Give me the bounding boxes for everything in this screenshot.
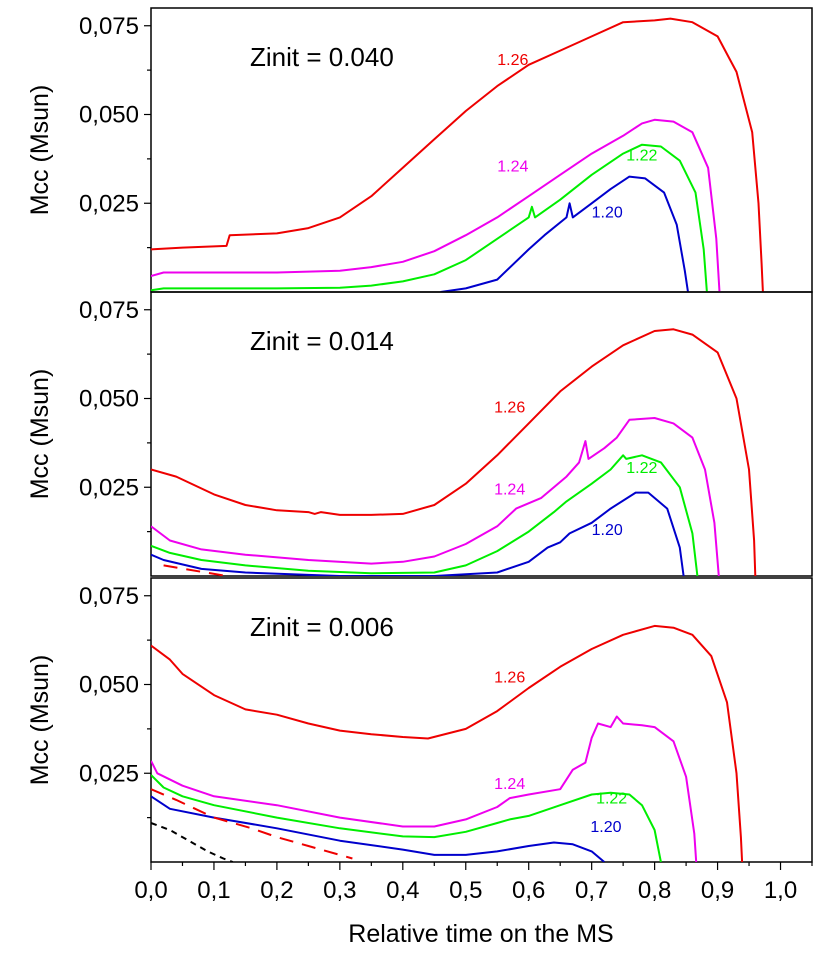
- y-tick-label: 0,050: [79, 102, 139, 129]
- mass-label-1-22: 1.22: [626, 460, 657, 477]
- x-axis: 0,0 0,1 0,2 0,3 0,4 0,5 0,6 0,7 0,8 0,9 1,0: [134, 862, 813, 904]
- x-tick-label: 0,3: [323, 877, 356, 904]
- panel-title: Zinit = 0.040: [250, 42, 394, 72]
- mass-label-1-20: 1.20: [592, 204, 623, 221]
- series-line-1-20: [440, 175, 689, 292]
- x-tick-label: 0,8: [638, 877, 671, 904]
- x-axis-label: Relative time on the MS: [348, 920, 613, 948]
- series-line-1-24: [151, 417, 720, 576]
- x-tick-label: 0,0: [134, 877, 167, 904]
- series-line-1-20: [151, 491, 685, 576]
- panel-frame: [150, 291, 813, 577]
- mass-label-1-26: 1.26: [494, 400, 525, 417]
- series-line-1-26: [151, 328, 757, 576]
- mass-label-1-24: 1.24: [497, 158, 528, 175]
- x-tick-label: 0,4: [386, 877, 419, 904]
- panels-layer: 0,025 0,050 0,075 Mcc (Msun) 1.26 1.24 1.22 1.2…: [26, 7, 813, 863]
- series-line-1-26: [151, 17, 764, 292]
- y-tick-label: 0,050: [79, 672, 139, 699]
- y-tick-label: 0,075: [79, 583, 139, 610]
- y-tick-label: 0,075: [79, 13, 139, 40]
- panel-3: 0,025 0,050 0,075 Mcc (Msun) 1.26 1.24 1.22 1.2…: [26, 577, 813, 863]
- y-tick-label: 0,075: [79, 297, 139, 324]
- x-tick-label: 0,6: [512, 877, 545, 904]
- series-line-1-20: [151, 795, 605, 862]
- series-line-1-26-dashed: [151, 788, 353, 860]
- mass-label-1-20: 1.20: [590, 819, 621, 836]
- curves: [151, 624, 744, 862]
- mass-label-1-24: 1.24: [494, 481, 525, 498]
- series-line-1-26: [151, 624, 744, 862]
- mass-label-1-22: 1.22: [596, 790, 627, 807]
- x-tick-label: 0,5: [449, 877, 482, 904]
- mass-label-1-24: 1.24: [494, 776, 525, 793]
- series-line-1-24: [151, 715, 698, 862]
- x-tick-label: 0,9: [701, 877, 734, 904]
- curves: [151, 17, 764, 292]
- panel-title: Zinit = 0.006: [250, 612, 394, 642]
- y-tick-label: 0,050: [79, 386, 139, 413]
- x-tick-label: 0,7: [575, 877, 608, 904]
- mass-label-1-22: 1.22: [626, 148, 657, 165]
- mass-label-1-20: 1.20: [592, 522, 623, 539]
- series-line-1-22: [151, 774, 662, 862]
- mass-label-1-26: 1.26: [494, 670, 525, 687]
- panel-title: Zinit = 0.014: [250, 326, 394, 356]
- y-axis-label: Mcc (Msun): [26, 369, 54, 500]
- panel-1: 0,025 0,050 0,075 Mcc (Msun) 1.26 1.24 1.22 1.2…: [26, 7, 813, 293]
- panel-frame: [150, 577, 813, 863]
- y-axis-label: Mcc (Msun): [26, 85, 54, 216]
- mass-label-1-26: 1.26: [497, 52, 528, 69]
- curves: [151, 328, 757, 576]
- series-line-1-18-dashed: [151, 822, 234, 862]
- panel-2: 0,025 0,050 0,075 Mcc (Msun) 1.26 1.24 1.22 1.2…: [26, 291, 813, 577]
- series-line-1-22: [151, 454, 699, 576]
- y-axis-label: Mcc (Msun): [26, 655, 54, 786]
- series-line-1-24: [151, 118, 721, 292]
- x-tick-label: 0,2: [260, 877, 293, 904]
- y-tick-label: 0,025: [79, 190, 139, 217]
- y-tick-label: 0,025: [79, 474, 139, 501]
- y-tick-label: 0,025: [79, 760, 139, 787]
- x-tick-label: 0,1: [197, 877, 230, 904]
- series-line-1-22: [151, 143, 708, 292]
- x-tick-label: 1,0: [764, 877, 797, 904]
- series-line-1-26-dashed: [163, 564, 227, 576]
